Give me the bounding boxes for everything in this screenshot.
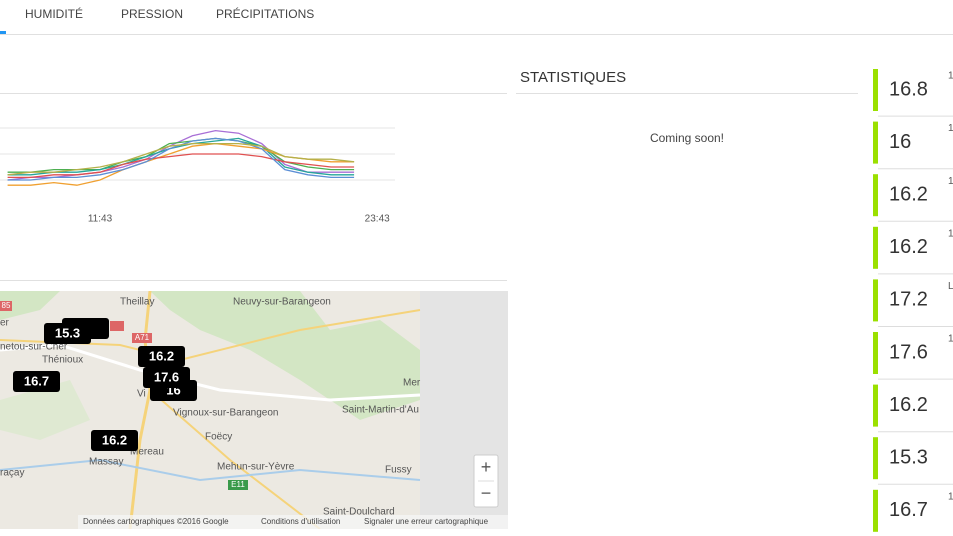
place-label: Vi bbox=[137, 389, 146, 400]
map-report[interactable]: Signaler une erreur cartographique bbox=[364, 517, 489, 526]
map-marker bbox=[143, 367, 190, 388]
place-label: er bbox=[0, 318, 10, 329]
station-label: L bbox=[948, 281, 953, 292]
tab[interactable]: HUMIDITÉ bbox=[25, 6, 83, 21]
map-marker bbox=[138, 346, 185, 367]
status-bar bbox=[873, 69, 878, 111]
marker-label: 17.6 bbox=[154, 369, 179, 384]
station-value: 16.2 bbox=[889, 183, 928, 205]
forest bbox=[150, 291, 420, 420]
line-chart: 11:43 23:43 bbox=[0, 127, 395, 225]
place-label: Foëcy bbox=[205, 432, 232, 443]
place-label: Theillay bbox=[120, 297, 154, 308]
series-line bbox=[7, 142, 355, 176]
x-tick-label: 23:43 bbox=[365, 214, 390, 225]
place-label: raçay bbox=[0, 468, 24, 479]
place-label: Saint-Martin-d'Au bbox=[342, 405, 419, 416]
station-label: 1 bbox=[948, 491, 953, 502]
section-title: STATISTIQUES bbox=[520, 69, 626, 86]
road-label: 85 bbox=[2, 301, 11, 310]
place-label: Saint-Doulchard bbox=[323, 507, 395, 518]
station-label: 1810 bbox=[948, 123, 953, 134]
station-label: 1 bbox=[948, 71, 953, 82]
marker-label: 15.3 bbox=[55, 325, 80, 340]
station-label: 1 bbox=[948, 176, 953, 187]
status-bar bbox=[873, 332, 878, 374]
map-terms[interactable]: Conditions d'utilisation bbox=[261, 517, 340, 526]
place-label: Mer bbox=[403, 378, 421, 389]
place-label: Mehun-sur-Yèvre bbox=[217, 462, 295, 473]
status-bar bbox=[873, 384, 878, 427]
status-bar bbox=[873, 437, 878, 480]
station-value: 16.2 bbox=[889, 236, 928, 258]
zoom-out[interactable]: − bbox=[481, 483, 492, 503]
station-list: 16.8 1 16 1810 16.2 1 16.2 1 17.2 L 17.6 1 16.2 15.3 1… bbox=[873, 69, 953, 532]
station-value: 16.2 bbox=[889, 394, 928, 416]
road-shield bbox=[132, 333, 152, 343]
place-label: netou-sur-Cher bbox=[0, 342, 68, 353]
map-marker bbox=[91, 430, 138, 451]
series-line bbox=[7, 129, 355, 181]
station-label: 1 bbox=[948, 334, 953, 345]
marker-label: 16.2 bbox=[149, 348, 174, 363]
map-marker bbox=[44, 323, 91, 344]
station-value: 16.7 bbox=[889, 499, 928, 521]
station-label: 1 bbox=[948, 228, 953, 239]
map-marker bbox=[13, 371, 60, 392]
place-label: Mereau bbox=[130, 447, 164, 458]
station-value: 17.6 bbox=[889, 341, 928, 363]
place-label: Neuvy-sur-Barangeon bbox=[233, 297, 331, 308]
road-label: E11 bbox=[231, 480, 245, 489]
map-attribution: Données cartographiques ©2016 Google bbox=[83, 517, 229, 526]
station-value: 15.3 bbox=[889, 446, 928, 468]
road bbox=[149, 389, 321, 529]
road-label: A71 bbox=[135, 333, 150, 342]
road-shield bbox=[0, 301, 12, 311]
tab[interactable]: PRESSION bbox=[121, 7, 183, 21]
status-bar bbox=[873, 121, 878, 164]
marker-label: 16.2 bbox=[102, 432, 127, 447]
zoom-in[interactable]: + bbox=[481, 457, 492, 477]
status-bar bbox=[873, 489, 878, 532]
forest bbox=[0, 380, 90, 440]
status-bar bbox=[873, 279, 878, 322]
active-tab-indicator bbox=[0, 31, 6, 34]
place-label: Fussy bbox=[385, 465, 412, 476]
station-value: 16 bbox=[889, 131, 911, 153]
place-label: Thénioux bbox=[42, 355, 83, 366]
river bbox=[0, 458, 421, 482]
map-footer bbox=[78, 515, 508, 529]
series-line bbox=[7, 153, 355, 179]
status-bar bbox=[873, 226, 878, 269]
road-shield bbox=[110, 321, 124, 331]
marker-label: 16.7 bbox=[24, 373, 49, 388]
tab[interactable]: PRÉCIPITATIONS bbox=[216, 6, 314, 21]
status-bar bbox=[873, 174, 878, 217]
placeholder-text: Coming soon! bbox=[650, 131, 724, 145]
road-shield bbox=[228, 480, 248, 490]
x-tick-label: 11:43 bbox=[88, 214, 113, 225]
station-value: 16.8 bbox=[889, 78, 928, 100]
place-label: Vignoux-sur-Barangeon bbox=[173, 408, 278, 419]
place-label: Massay bbox=[89, 457, 123, 468]
series-line bbox=[7, 137, 355, 173]
map[interactable]: Theillay Neuvy-sur-Barangeon netou-sur-C… bbox=[0, 291, 508, 529]
station-value: 17.2 bbox=[889, 289, 928, 311]
forest bbox=[0, 291, 60, 320]
series-line bbox=[7, 137, 355, 176]
